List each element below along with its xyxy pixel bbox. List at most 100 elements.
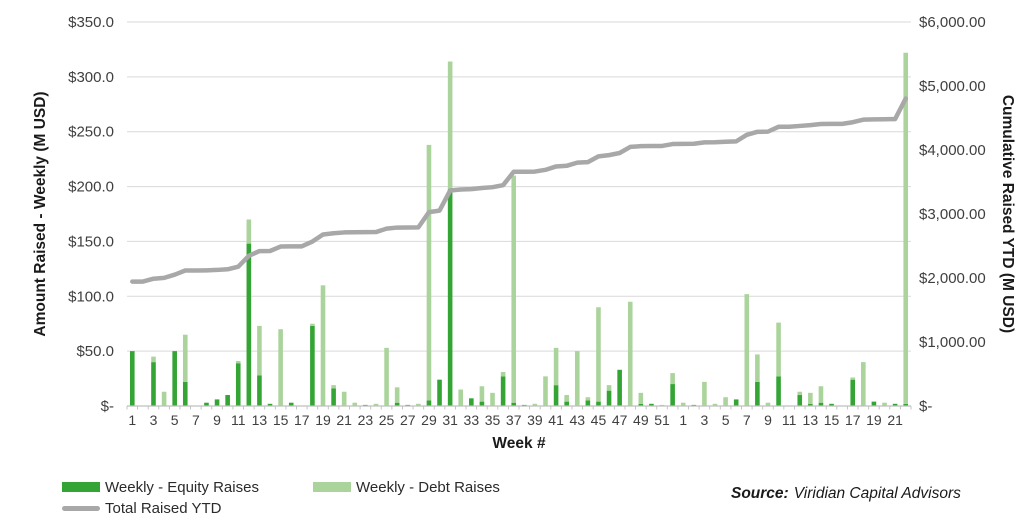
equity-bar-y2-w12 — [797, 395, 803, 406]
debt-bar-y1-w39 — [532, 403, 538, 406]
debt-bar-y2-w8 — [755, 354, 760, 382]
y-left-tick-label: $300.0 — [68, 69, 114, 86]
equity-bar-y2-w13 — [808, 403, 813, 406]
x-tick-label: 11 — [782, 412, 797, 428]
equity-bar-y1-w26 — [394, 402, 400, 406]
y-right-tick-label: $1,000.00 — [919, 334, 986, 351]
debt-bar-y1-w4 — [161, 391, 167, 406]
debt-bar-y2-w22 — [903, 52, 909, 404]
equity-bar-y1-w31 — [447, 188, 453, 406]
x-tick-label: 33 — [464, 412, 480, 428]
debt-bar-y2-w20 — [882, 402, 887, 406]
x-tick-label: 13 — [803, 412, 819, 428]
equity-bar-y1-w14 — [267, 403, 273, 406]
equity-bar-y1-w50 — [649, 403, 654, 406]
x-tick-label: 43 — [569, 412, 585, 428]
equity-bar-y1-w1 — [129, 351, 135, 406]
debt-bar-y2-w17 — [850, 377, 856, 380]
debt-bar-y1-w43 — [574, 351, 580, 406]
debt-swatch — [313, 482, 351, 492]
debt-bar-y2-w9 — [765, 402, 771, 406]
x-tick-label: 1 — [679, 412, 687, 428]
debt-bar-y1-w11 — [235, 361, 241, 364]
debt-bar-y1-w22 — [352, 402, 358, 406]
equity-bar-y1-w18 — [310, 325, 315, 406]
ytd-line — [130, 96, 908, 284]
equity-bar-y2-w14 — [818, 402, 824, 406]
equity-bar-y2-w17 — [850, 379, 856, 406]
equity-bar-y1-w30 — [437, 379, 442, 406]
x-tick-label: 21 — [887, 412, 903, 428]
tick-labels-layer: $- $50.0 $100.0 $150.0 $200.0 $250.0 $300.0 $35… — [68, 14, 986, 428]
x-tick-label: 25 — [379, 412, 395, 428]
debt-bar-y1-w34 — [479, 386, 485, 402]
equity-swatch — [62, 482, 100, 492]
left-axis-title: Amount Raised - Weekly (M USD) — [32, 91, 49, 336]
equity-bar-y1-w5 — [172, 351, 177, 406]
axis-layer — [126, 405, 912, 410]
debt-bar-y1-w3 — [151, 356, 156, 363]
debt-bar-y1-w36 — [500, 371, 506, 377]
equity-bar-y1-w8 — [204, 402, 209, 406]
equity-bar-y1-w44 — [585, 400, 591, 406]
equity-bar-y1-w13 — [257, 375, 262, 406]
source-note: Source: Viridian Capital Advisors — [731, 485, 961, 503]
legend-label-debt: Weekly - Debt Raises — [356, 478, 500, 496]
x-axis-title: Week # — [492, 435, 546, 452]
y-right-tick-label: $5,000.00 — [919, 78, 986, 95]
debt-bar-y1-w20 — [331, 385, 336, 389]
debt-bar-y2-w13 — [808, 392, 813, 404]
x-tick-label: 17 — [294, 412, 310, 428]
x-tick-label: 41 — [548, 412, 564, 428]
y-left-tick-label: $50.0 — [76, 343, 114, 360]
legend-item-equity: Weekly - Equity Raises — [62, 479, 259, 496]
bars-layer — [129, 52, 909, 406]
equity-bar-y1-w42 — [564, 401, 569, 406]
y-left-tick-label: $150.0 — [68, 233, 114, 250]
equity-bar-y1-w9 — [214, 399, 220, 406]
y-right-tick-label: $6,000.00 — [919, 14, 986, 31]
y-right-tick-label: $3,000.00 — [919, 206, 986, 223]
x-tick-label: 45 — [591, 412, 607, 428]
debt-bar-y1-w40 — [543, 376, 548, 406]
x-tick-label: 49 — [633, 412, 649, 428]
debt-bar-y1-w41 — [553, 347, 559, 386]
equity-bar-y2-w21 — [892, 403, 898, 406]
combo-chart: $- $50.0 $100.0 $150.0 $200.0 $250.0 $300.0 $35… — [32, 14, 1016, 452]
source-text: Viridian Capital Advisors — [793, 485, 961, 502]
x-tick-label: 21 — [336, 412, 352, 428]
debt-bar-y2-w3 — [702, 381, 707, 406]
debt-bar-y1-w44 — [585, 397, 591, 401]
debt-bar-y1-w52 — [670, 373, 675, 385]
equity-bar-y1-w10 — [225, 395, 230, 406]
debt-bar-y1-w21 — [341, 391, 347, 406]
x-tick-label: 5 — [171, 412, 179, 428]
debt-bar-y2-w14 — [818, 386, 824, 403]
debt-bar-y2-w1 — [680, 402, 686, 406]
debt-bar-y2-w18 — [861, 362, 866, 406]
x-tick-label: 31 — [442, 412, 458, 428]
debt-bar-y1-w18 — [310, 323, 315, 326]
debt-bar-y2-w4 — [712, 403, 718, 406]
debt-bar-y1-w6 — [182, 334, 188, 382]
y-left-tick-label: $350.0 — [68, 14, 114, 31]
x-tick-label: 3 — [150, 412, 158, 428]
equity-bar-y2-w15 — [829, 403, 834, 406]
x-tick-label: 13 — [252, 412, 268, 428]
x-tick-label: 51 — [654, 412, 670, 428]
x-tick-label: 17 — [845, 412, 861, 428]
x-tick-label: 47 — [612, 412, 628, 428]
equity-bar-y1-w47 — [617, 369, 622, 406]
debt-bar-y1-w35 — [490, 392, 495, 406]
source-label: Source: — [731, 485, 789, 502]
x-tick-label: 7 — [743, 412, 751, 428]
y-right-tick-label: $4,000.00 — [919, 142, 986, 159]
x-tick-label: 27 — [400, 412, 416, 428]
debt-bar-y1-w12 — [246, 219, 252, 244]
debt-bar-y1-w13 — [257, 325, 262, 376]
equity-bar-y1-w12 — [246, 243, 252, 406]
x-tick-label: 11 — [231, 412, 246, 428]
y-left-tick-label: $250.0 — [68, 124, 114, 141]
x-tick-label: 39 — [527, 412, 543, 428]
